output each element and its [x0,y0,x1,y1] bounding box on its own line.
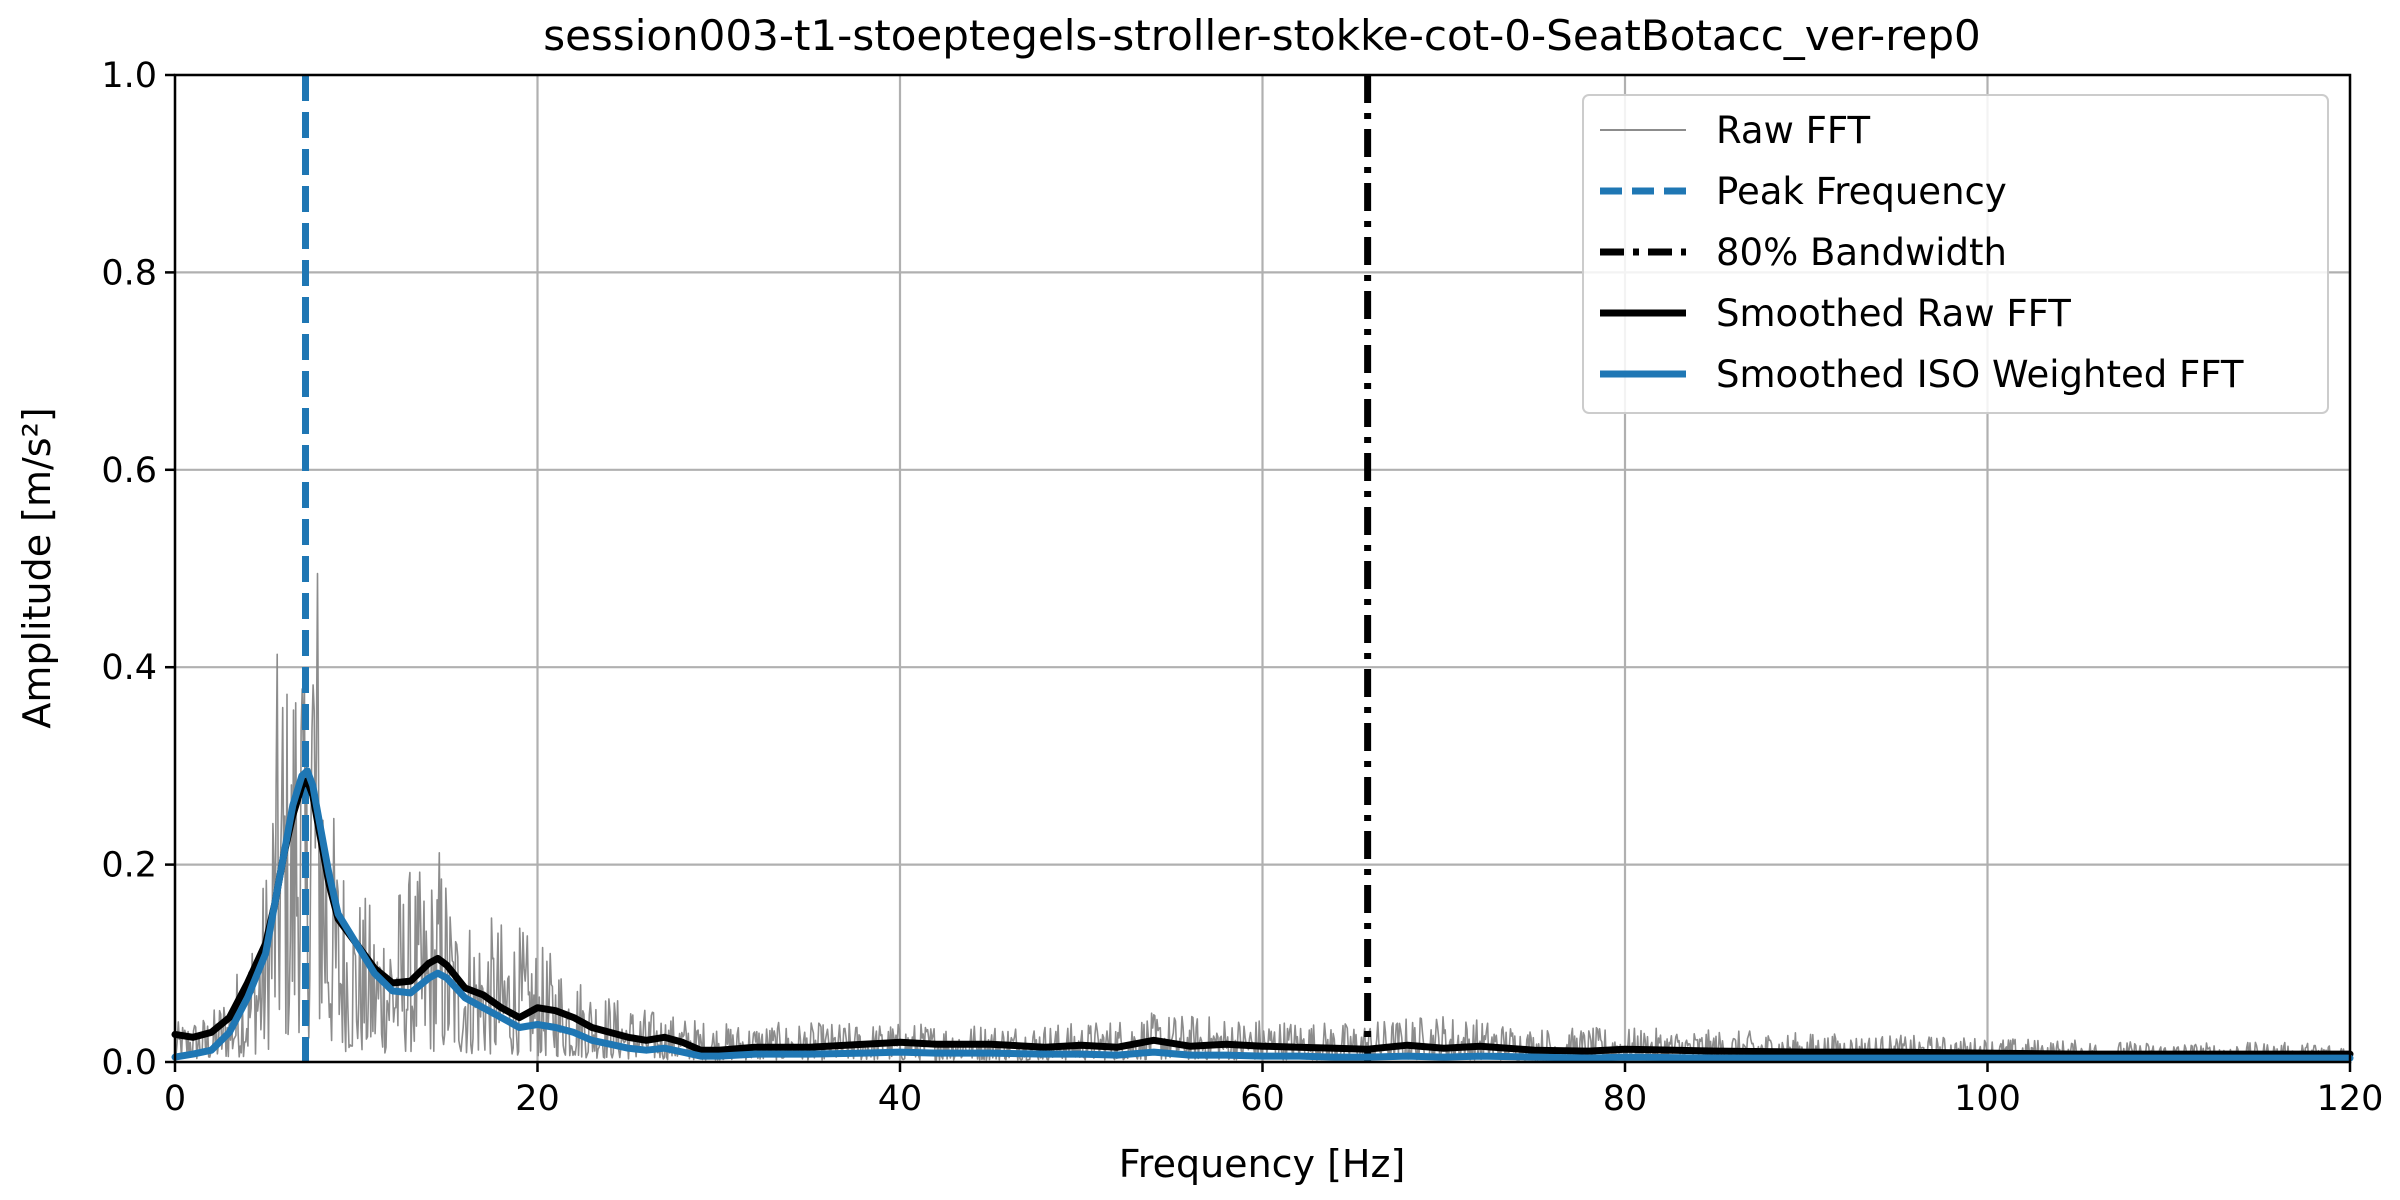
legend-80-bandwidth-label: 80% Bandwidth [1716,231,2007,274]
y-tick-label: 0.8 [101,253,157,293]
x-tick-label: 20 [515,1079,560,1119]
x-tick-label: 40 [878,1079,923,1119]
x-axis-label: Frequency [Hz] [1119,1142,1406,1186]
y-tick-label: 0.0 [101,1043,157,1083]
y-tick-label: 1.0 [101,56,157,96]
x-tick-label: 60 [1240,1079,1285,1119]
smoothed-series [171,767,2354,1062]
chart-title: session003-t1-stoeptegels-stroller-stokk… [543,11,1981,60]
legend: Raw FFT Peak Frequency 80% Bandwidth Smooth… [1582,94,2329,414]
legend-raw-fft-label: Raw FFT [1716,109,1871,152]
legend-box [1582,94,2329,414]
legend-peak-frequency-label: Peak Frequency [1716,170,2007,213]
legend-smoothed-iso-weighted-fft-label: Smoothed ISO Weighted FFT [1716,353,2244,396]
x-tick-label: 100 [1954,1079,2021,1119]
x-tick-label: 120 [2317,1079,2384,1119]
x-tick-label: 80 [1603,1079,1648,1119]
axis-ticks: 0 20 40 60 80 100 120 0.0 0.2 0.4 0.6 0.8 1.0 [101,56,2383,1119]
y-tick-label: 0.4 [101,648,157,688]
legend-smoothed-raw-fft-label: Smoothed Raw FFT [1716,292,2071,335]
smoothed-iso-weighted-fft-line [171,767,2354,1062]
reference-lines [302,75,1372,1062]
y-axis-label: Amplitude [m/s²] [15,407,59,728]
x-tick-label: 0 [164,1079,186,1119]
y-tick-label: 0.6 [101,451,157,491]
y-tick-label: 0.2 [101,846,157,886]
